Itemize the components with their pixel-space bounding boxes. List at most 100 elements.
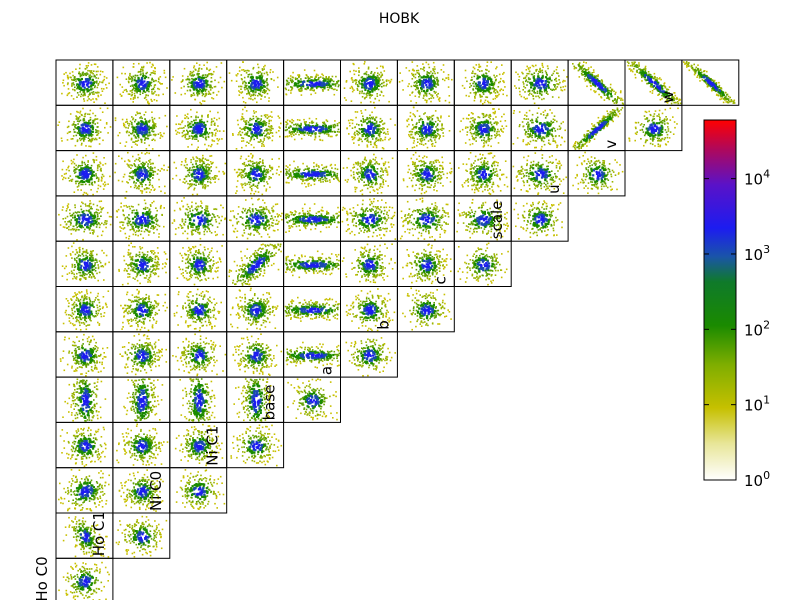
histogram-bin	[149, 314, 152, 317]
histogram-bin	[152, 539, 155, 541]
histogram-bin	[155, 405, 157, 408]
histogram-bin	[134, 398, 136, 401]
histogram-bin	[135, 403, 138, 406]
histogram-bin	[81, 507, 84, 509]
histogram-bin	[138, 304, 141, 307]
histogram-bin	[83, 115, 86, 118]
histogram-bin	[83, 437, 86, 440]
histogram-bin	[81, 201, 83, 204]
histogram-bin	[62, 160, 64, 163]
histogram-bin	[73, 493, 76, 495]
histogram-bin	[79, 292, 81, 294]
histogram-bin	[152, 253, 155, 255]
histogram-bin	[87, 164, 89, 166]
histogram-bin	[136, 186, 139, 189]
histogram-bin	[132, 500, 135, 503]
histogram-bin	[90, 356, 93, 360]
histogram-bin	[71, 592, 74, 594]
histogram-bin	[139, 480, 142, 483]
histogram-bin	[150, 265, 152, 268]
histogram-bin	[132, 308, 134, 311]
histogram-bin	[90, 582, 94, 585]
histogram-bin	[80, 274, 82, 277]
histogram-bin	[71, 412, 73, 414]
histogram-bin	[151, 452, 153, 455]
histogram-bin	[95, 312, 98, 315]
histogram-bin	[137, 347, 139, 349]
histogram-bin	[98, 260, 101, 262]
histogram-bin	[85, 74, 88, 77]
histogram-bin	[97, 94, 99, 97]
histogram-bin	[125, 451, 128, 454]
histogram-bin	[149, 211, 152, 213]
histogram-bin	[96, 454, 99, 456]
histogram-bin	[80, 87, 83, 90]
histogram-bin	[141, 405, 144, 408]
histogram-bin	[130, 132, 132, 135]
histogram-bin	[143, 389, 146, 392]
histogram-bin	[140, 321, 143, 323]
histogram-bin	[126, 291, 129, 294]
histogram-bin	[93, 348, 96, 350]
histogram-bin	[106, 347, 109, 349]
histogram-bin	[85, 382, 87, 384]
histogram-bin	[133, 529, 136, 531]
histogram-bin	[95, 129, 97, 131]
histogram-bin	[94, 355, 97, 358]
histogram-bin	[75, 403, 77, 405]
histogram-bin	[151, 446, 154, 448]
histogram-bin	[86, 291, 88, 293]
histogram-bin	[126, 222, 129, 225]
histogram-bin	[129, 207, 131, 210]
histogram-bin	[156, 260, 159, 263]
histogram-bin	[96, 542, 99, 544]
histogram-bin	[89, 587, 92, 590]
histogram-bin	[74, 230, 77, 232]
histogram-bin	[88, 180, 91, 183]
histogram-bin	[128, 307, 131, 309]
histogram-bin	[87, 219, 90, 222]
histogram-bin	[85, 328, 88, 331]
histogram-bin	[155, 447, 158, 449]
histogram-bin	[157, 395, 159, 398]
histogram-bin	[163, 72, 166, 74]
histogram-bin	[96, 129, 98, 132]
histogram-bin	[126, 553, 128, 555]
histogram-bin	[66, 126, 69, 129]
histogram-bin	[90, 588, 93, 591]
histogram-bin	[144, 184, 147, 186]
histogram-bin	[99, 206, 102, 208]
histogram-bin	[74, 578, 77, 580]
histogram-bin	[138, 379, 140, 381]
histogram-bin	[66, 83, 69, 86]
histogram-bin	[62, 178, 64, 181]
histogram-bin	[95, 297, 97, 299]
histogram-bin	[137, 407, 140, 411]
histogram-bin	[164, 76, 167, 79]
histogram-bin	[151, 63, 154, 66]
histogram-bin	[138, 296, 140, 299]
histogram-bin	[97, 298, 99, 301]
histogram-bin	[151, 326, 154, 329]
histogram-bin	[137, 136, 140, 139]
histogram-bin	[120, 304, 122, 307]
histogram-bin	[88, 181, 91, 184]
histogram-bin	[95, 494, 97, 496]
histogram-bin	[80, 407, 83, 410]
histogram-bin	[102, 347, 104, 350]
histogram-bin	[142, 366, 144, 369]
histogram-bin	[105, 598, 107, 600]
histogram-bin	[153, 405, 155, 408]
histogram-bin	[130, 186, 132, 188]
histogram-bin	[131, 266, 133, 268]
histogram-bin	[137, 399, 140, 402]
histogram-bin	[72, 585, 74, 588]
histogram-bin	[94, 131, 97, 134]
histogram-bin	[88, 574, 91, 577]
histogram-bin	[96, 176, 98, 179]
histogram-bin	[152, 64, 154, 67]
histogram-bin	[96, 167, 99, 169]
histogram-bin	[86, 445, 89, 448]
histogram-bin	[158, 117, 161, 119]
histogram-bin	[95, 155, 98, 158]
